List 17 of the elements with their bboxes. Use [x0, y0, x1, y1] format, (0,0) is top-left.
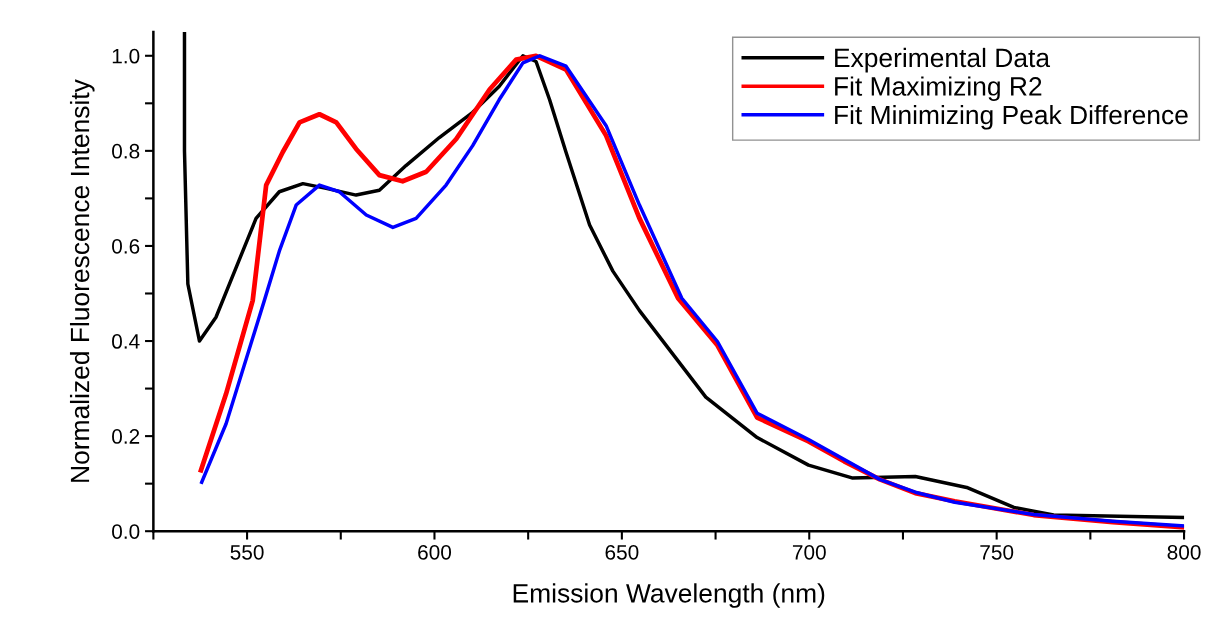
- legend-label: Fit Minimizing Peak Difference: [835, 104, 1188, 130]
- legend-label: Experimental Data: [835, 47, 1051, 73]
- legend-label: Fit Maximizing R2: [835, 76, 1042, 101]
- y-axis-title: Normalized Fluorescence Intensity: [69, 79, 95, 482]
- y-tick-label: 0.8: [112, 143, 140, 159]
- x-tick-label: 550: [230, 544, 264, 560]
- x-tick-label: 650: [605, 544, 639, 560]
- x-tick-label: 750: [980, 544, 1014, 560]
- y-tick-label: 0.2: [112, 429, 140, 444]
- x-tick-label: 800: [1167, 544, 1201, 560]
- x-tick-label: 600: [418, 544, 452, 560]
- y-tick-label: 1.0: [112, 48, 140, 64]
- y-tick-label: 0.0: [112, 524, 140, 539]
- y-tick-label: 0.4: [112, 334, 140, 349]
- x-tick-label: 700: [792, 544, 826, 560]
- x-axis-title: Emission Wavelength (nm): [513, 583, 825, 608]
- y-tick-label: 0.6: [112, 238, 140, 254]
